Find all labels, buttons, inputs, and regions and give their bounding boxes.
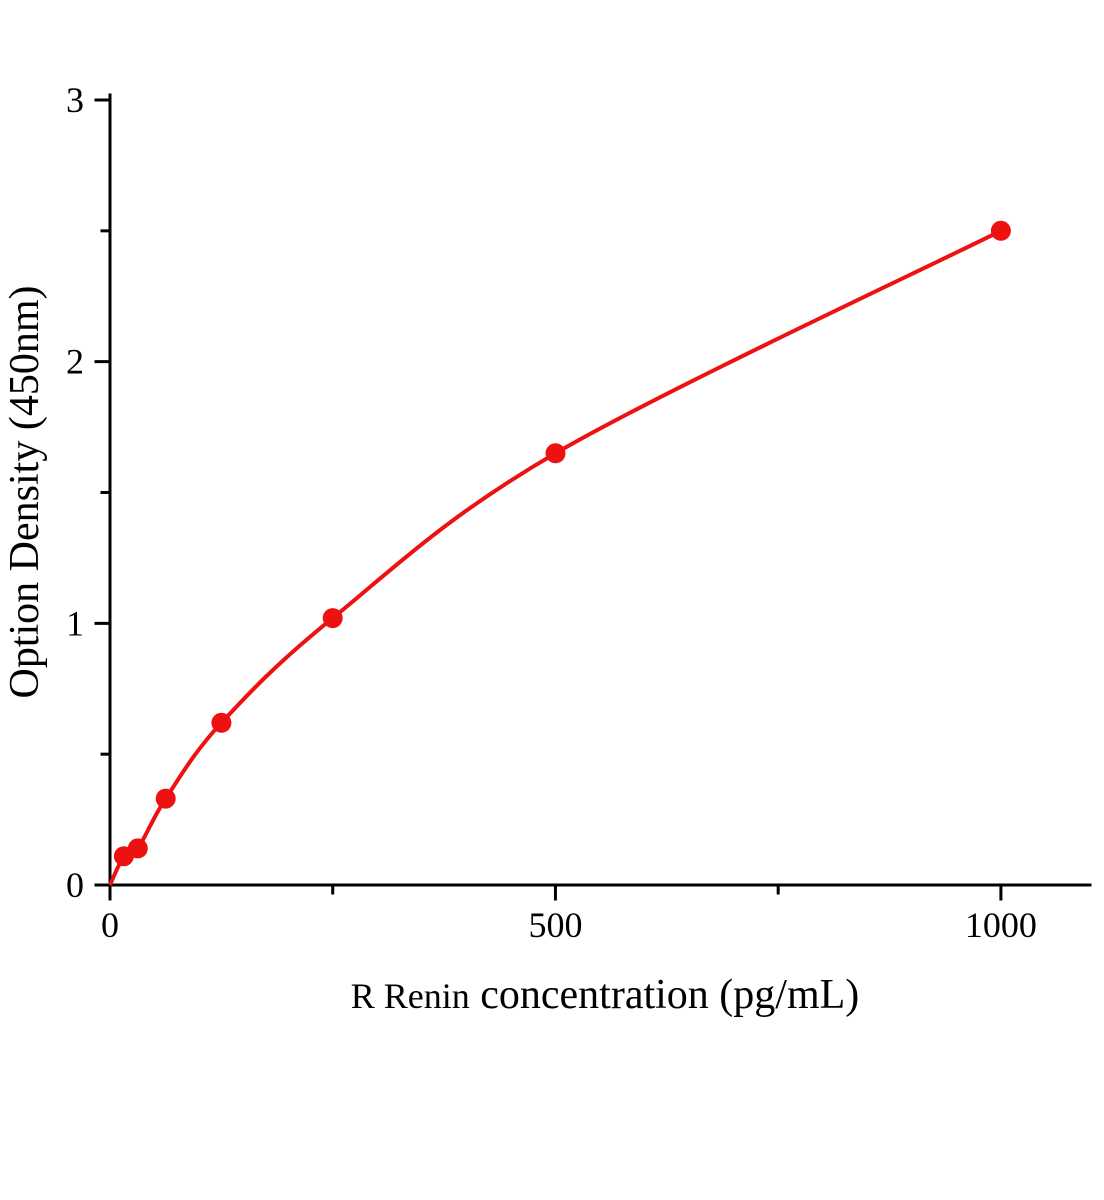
y-axis-title: Option Density (450nm) — [2, 286, 48, 699]
y-tick-label: 3 — [66, 80, 84, 120]
x-tick-label: 1000 — [965, 905, 1037, 945]
data-point — [990, 220, 1011, 241]
x-tick-label: 500 — [528, 905, 582, 945]
data-point — [127, 838, 148, 859]
data-point — [322, 608, 343, 629]
x-axis-title: R Renin concentration (pg/mL) — [351, 972, 860, 1018]
y-tick-label: 1 — [66, 603, 84, 643]
curve-line — [108, 229, 1002, 886]
tick-labels: 0 1 2 3 0 500 1000 — [66, 80, 1037, 945]
x-axis-title-main: concentration (pg/mL) — [470, 972, 860, 1018]
data-point — [545, 443, 566, 464]
x-tick-label: 0 — [101, 905, 119, 945]
y-tick-label: 0 — [66, 865, 84, 905]
data-point — [155, 788, 176, 809]
axes — [94, 93, 1092, 901]
x-axis-title-prefix: R Renin — [351, 976, 470, 1016]
y-tick-label: 2 — [66, 342, 84, 382]
data-point — [211, 712, 232, 733]
